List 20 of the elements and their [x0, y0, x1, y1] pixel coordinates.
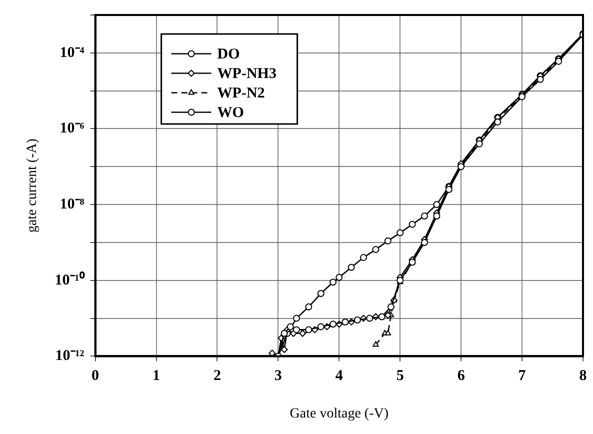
x-tick-label: 8: [579, 368, 587, 384]
y-tick-label: 10⁻⁸: [60, 196, 85, 212]
x-tick-label: 6: [457, 368, 466, 384]
y-axis-title: gate current (-A): [25, 138, 40, 233]
legend-label: DO: [217, 46, 240, 63]
y-tick-label: 10⁻¹⁰: [54, 270, 86, 288]
legend-label: WP-NH3: [217, 66, 276, 82]
x-tick-label: 0: [92, 368, 100, 384]
x-tick-label: 3: [274, 368, 282, 384]
y-tick-label: 10⁻¹²: [55, 348, 85, 364]
x-tick-label: 4: [335, 368, 344, 384]
x-tick-label: 5: [396, 368, 404, 384]
x-tick-label: 7: [518, 368, 526, 384]
y-tick-label: 10⁻⁴: [60, 44, 85, 61]
x-tick-label: 1: [152, 368, 160, 384]
x-axis-title: Gate voltage (-V): [290, 406, 389, 422]
legend-label: WO: [217, 105, 244, 122]
y-tick-label: 10⁻⁶: [60, 120, 85, 137]
legend-label: WP-N2: [217, 86, 265, 102]
x-tick-label: 2: [213, 368, 221, 384]
